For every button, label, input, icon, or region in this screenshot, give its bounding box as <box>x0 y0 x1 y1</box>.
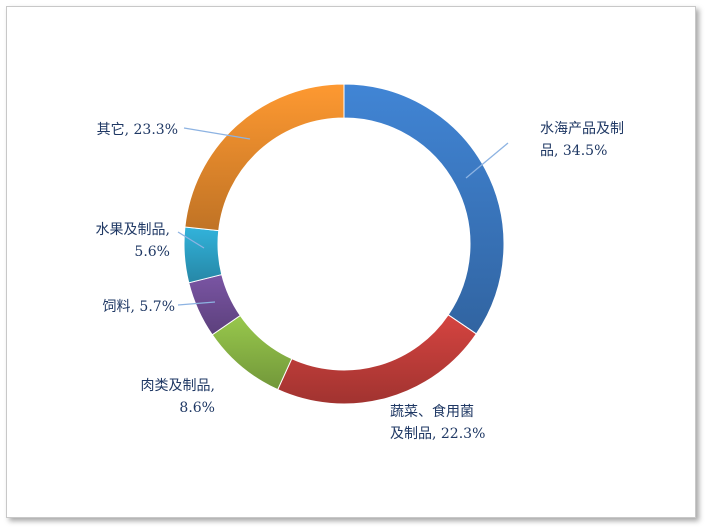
leader-line-group <box>177 127 509 306</box>
data-label-4: 水果及制品, 5.6% <box>96 222 170 260</box>
data-label-line: 5.6% <box>134 244 170 260</box>
data-label-line: 水果及制品, <box>96 222 170 238</box>
data-label-group: 水海产品及制品, 34.5% 蔬菜、食用菌及制品, 22.3% 肉类及制品, 8.6%… <box>96 121 624 442</box>
slice-1 <box>277 314 478 405</box>
data-label-line: 及制品, 22.3% <box>390 426 485 442</box>
data-label-line: 8.6% <box>179 400 215 416</box>
leader-line-5 <box>183 127 251 140</box>
data-label-line: 蔬菜、食用菌 <box>390 403 474 420</box>
data-label-line: 水海产品及制 <box>540 121 624 137</box>
slice-group <box>183 83 505 405</box>
data-label-5: 其它, 23.3% <box>97 121 178 138</box>
data-label-line: 饲料, 5.7% <box>103 299 175 315</box>
data-label-3: 饲料, 5.7% <box>103 299 175 315</box>
data-label-line: 其它, 23.3% <box>97 121 178 138</box>
leader-line-0 <box>465 142 509 179</box>
data-label-line: 品, 34.5% <box>540 143 607 159</box>
data-label-line: 肉类及制品, <box>141 378 215 394</box>
data-label-0: 水海产品及制品, 34.5% <box>540 121 624 159</box>
slice-4 <box>183 226 223 284</box>
slice-0 <box>343 83 505 335</box>
leader-line-3 <box>177 301 216 306</box>
data-label-1: 蔬菜、食用菌及制品, 22.3% <box>390 403 485 442</box>
leader-line-4 <box>177 231 205 249</box>
slice-5 <box>184 83 345 232</box>
data-label-2: 肉类及制品, 8.6% <box>141 378 215 416</box>
